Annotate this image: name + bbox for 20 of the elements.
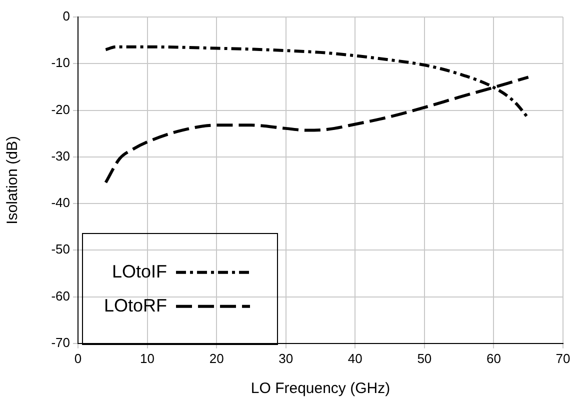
y-tick-label: -10 bbox=[51, 55, 70, 70]
y-tick-label: -20 bbox=[51, 102, 70, 117]
x-tick-label: 40 bbox=[348, 350, 362, 366]
x-axis-title: LO Frequency (GHz) bbox=[250, 380, 390, 398]
y-tick-label: 0 bbox=[62, 8, 70, 24]
y-tick-label: -70 bbox=[51, 334, 70, 350]
x-tick-label: 60 bbox=[486, 350, 501, 366]
y-tick-label: -30 bbox=[51, 148, 70, 164]
legend-label: LOtoIF bbox=[112, 261, 168, 282]
x-tick-label: 20 bbox=[209, 350, 224, 366]
x-tick-label: 0 bbox=[74, 350, 82, 366]
legend-label: LOtoRF bbox=[104, 295, 168, 316]
x-tick-label: 30 bbox=[278, 350, 294, 366]
x-tick-label: 70 bbox=[556, 350, 570, 366]
y-tick-label: -50 bbox=[51, 242, 70, 257]
y-axis-title: Isolation (dB) bbox=[4, 136, 22, 224]
y-tick-label: -40 bbox=[51, 195, 70, 210]
y-tick-label: -60 bbox=[51, 288, 70, 304]
x-tick-label: 50 bbox=[417, 350, 432, 366]
x-tick-label: 10 bbox=[140, 350, 155, 366]
